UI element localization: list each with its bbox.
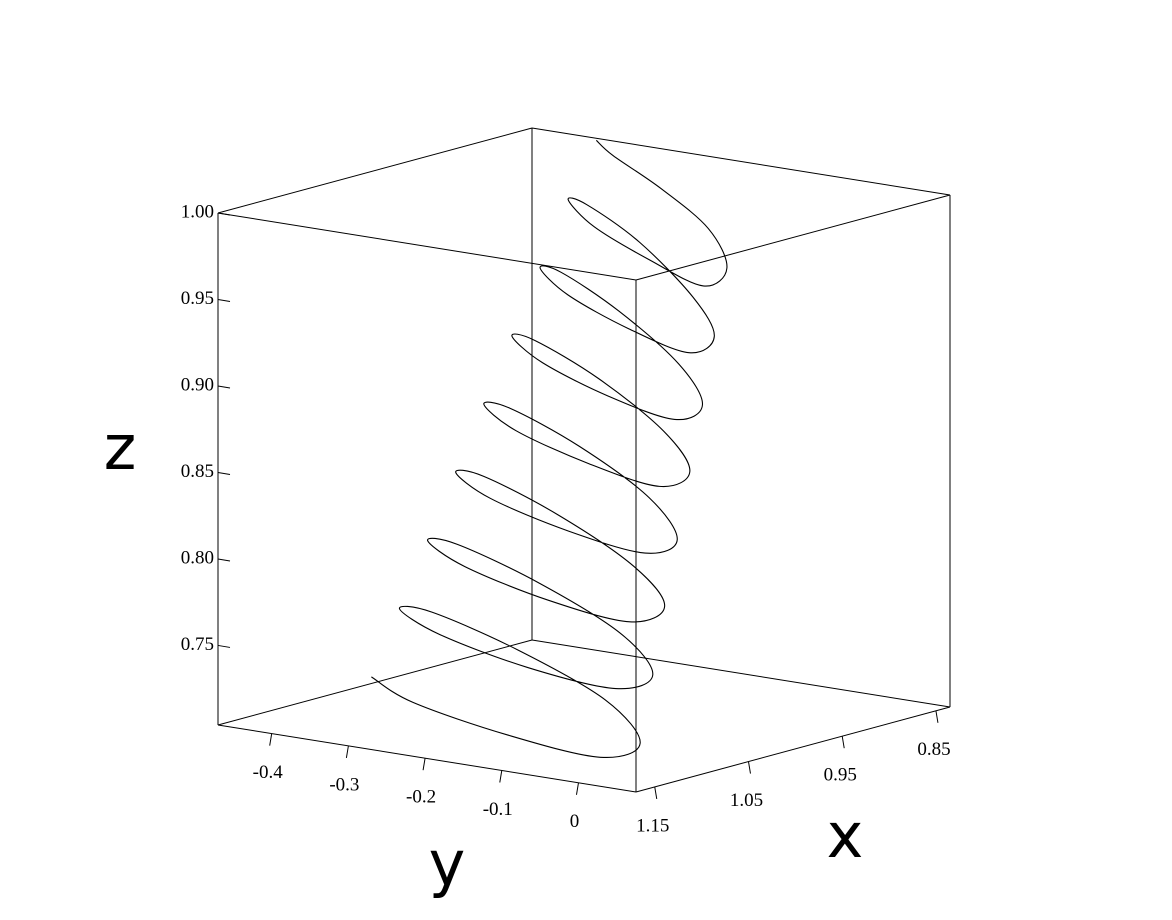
z-axis-title: z bbox=[104, 411, 137, 484]
y-tick bbox=[499, 770, 503, 783]
x-axis-title: x bbox=[827, 799, 864, 872]
box-edge bbox=[635, 706, 951, 793]
x-tick bbox=[841, 736, 845, 749]
z-tick-label: 0.80 bbox=[181, 547, 214, 568]
box-edge bbox=[217, 639, 533, 726]
z-tick bbox=[217, 298, 231, 302]
y-tick bbox=[269, 733, 273, 746]
box-edge bbox=[531, 639, 951, 708]
z-tick bbox=[217, 212, 231, 216]
y-tick bbox=[345, 745, 349, 758]
z-tick-label: 0.85 bbox=[181, 461, 214, 482]
z-tick-label: 0.90 bbox=[181, 374, 214, 395]
y-tick bbox=[422, 758, 426, 771]
x-tick-label: 1.15 bbox=[636, 815, 669, 836]
box-edge bbox=[217, 212, 637, 281]
y-axis-title: y bbox=[429, 827, 466, 900]
x-tick bbox=[935, 710, 939, 723]
y-tick-label: -0.3 bbox=[329, 774, 359, 795]
z-tick bbox=[217, 644, 231, 648]
y-tick-label: -0.1 bbox=[483, 799, 513, 820]
z-tick bbox=[217, 385, 231, 389]
box-edge bbox=[217, 127, 533, 214]
x-tick bbox=[747, 761, 751, 774]
z-tick bbox=[217, 471, 231, 475]
x-tick-label: 0.95 bbox=[824, 765, 857, 786]
x-tick bbox=[654, 786, 658, 800]
z-tick-label: 0.75 bbox=[181, 634, 214, 655]
x-tick-label: 1.05 bbox=[730, 790, 763, 811]
box-edge bbox=[217, 724, 637, 793]
y-tick bbox=[575, 782, 579, 795]
y-tick-label: -0.4 bbox=[253, 762, 284, 783]
z-tick bbox=[217, 558, 231, 562]
x-tick-label: 0.85 bbox=[917, 739, 950, 760]
box-edge bbox=[635, 194, 951, 281]
z-tick-label: 1.00 bbox=[181, 201, 214, 222]
box-edge bbox=[531, 127, 951, 196]
z-tick-label: 0.95 bbox=[181, 288, 214, 309]
trajectory bbox=[371, 139, 728, 758]
y-tick-label: -0.2 bbox=[406, 787, 436, 808]
y-tick-label: 0 bbox=[570, 811, 580, 832]
